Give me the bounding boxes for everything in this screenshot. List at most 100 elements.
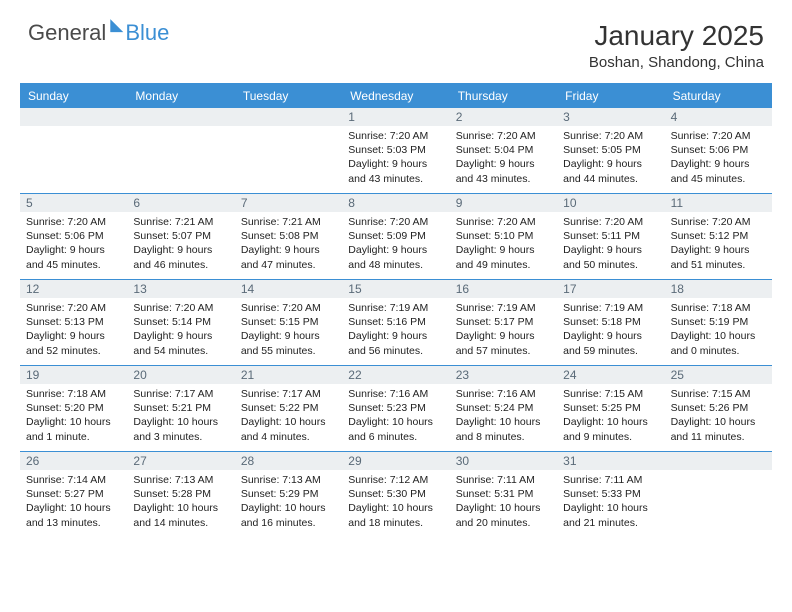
- day-cell: 14Sunrise: 7:20 AMSunset: 5:15 PMDayligh…: [235, 280, 342, 365]
- day-header: Thursday: [450, 85, 557, 107]
- day-info: Sunrise: 7:15 AMSunset: 5:26 PMDaylight:…: [665, 384, 772, 448]
- day-cell: 11Sunrise: 7:20 AMSunset: 5:12 PMDayligh…: [665, 194, 772, 279]
- day-header-row: SundayMondayTuesdayWednesdayThursdayFrid…: [20, 85, 772, 107]
- day-info: Sunrise: 7:19 AMSunset: 5:17 PMDaylight:…: [450, 298, 557, 362]
- day-cell: 26Sunrise: 7:14 AMSunset: 5:27 PMDayligh…: [20, 452, 127, 537]
- day-number: 13: [127, 280, 234, 298]
- empty-day: [235, 108, 342, 126]
- day-cell: 25Sunrise: 7:15 AMSunset: 5:26 PMDayligh…: [665, 366, 772, 451]
- day-cell: 30Sunrise: 7:11 AMSunset: 5:31 PMDayligh…: [450, 452, 557, 537]
- day-cell: 15Sunrise: 7:19 AMSunset: 5:16 PMDayligh…: [342, 280, 449, 365]
- day-number: 21: [235, 366, 342, 384]
- day-info: Sunrise: 7:20 AMSunset: 5:09 PMDaylight:…: [342, 212, 449, 276]
- day-cell: 6Sunrise: 7:21 AMSunset: 5:07 PMDaylight…: [127, 194, 234, 279]
- header: General ◣ Blue January 2025 Boshan, Shan…: [0, 0, 792, 77]
- week-row: 12Sunrise: 7:20 AMSunset: 5:13 PMDayligh…: [20, 279, 772, 365]
- day-info: Sunrise: 7:16 AMSunset: 5:23 PMDaylight:…: [342, 384, 449, 448]
- day-cell: 3Sunrise: 7:20 AMSunset: 5:05 PMDaylight…: [557, 108, 664, 193]
- logo-text-blue: Blue: [125, 20, 169, 46]
- day-cell: 28Sunrise: 7:13 AMSunset: 5:29 PMDayligh…: [235, 452, 342, 537]
- day-number: 24: [557, 366, 664, 384]
- day-number: 16: [450, 280, 557, 298]
- day-cell: 23Sunrise: 7:16 AMSunset: 5:24 PMDayligh…: [450, 366, 557, 451]
- day-cell: 19Sunrise: 7:18 AMSunset: 5:20 PMDayligh…: [20, 366, 127, 451]
- day-number: 28: [235, 452, 342, 470]
- day-cell: 16Sunrise: 7:19 AMSunset: 5:17 PMDayligh…: [450, 280, 557, 365]
- day-header: Friday: [557, 85, 664, 107]
- day-info: Sunrise: 7:20 AMSunset: 5:15 PMDaylight:…: [235, 298, 342, 362]
- day-header: Monday: [127, 85, 234, 107]
- day-number: 23: [450, 366, 557, 384]
- day-cell: [20, 108, 127, 193]
- day-number: 20: [127, 366, 234, 384]
- day-cell: 22Sunrise: 7:16 AMSunset: 5:23 PMDayligh…: [342, 366, 449, 451]
- day-cell: 12Sunrise: 7:20 AMSunset: 5:13 PMDayligh…: [20, 280, 127, 365]
- day-cell: 4Sunrise: 7:20 AMSunset: 5:06 PMDaylight…: [665, 108, 772, 193]
- day-header: Wednesday: [342, 85, 449, 107]
- logo-triangle-icon: ◣: [110, 15, 123, 35]
- day-cell: 27Sunrise: 7:13 AMSunset: 5:28 PMDayligh…: [127, 452, 234, 537]
- day-number: 6: [127, 194, 234, 212]
- day-cell: 17Sunrise: 7:19 AMSunset: 5:18 PMDayligh…: [557, 280, 664, 365]
- day-info: Sunrise: 7:17 AMSunset: 5:21 PMDaylight:…: [127, 384, 234, 448]
- week-row: 5Sunrise: 7:20 AMSunset: 5:06 PMDaylight…: [20, 193, 772, 279]
- day-number: 2: [450, 108, 557, 126]
- day-header: Saturday: [665, 85, 772, 107]
- day-info: Sunrise: 7:20 AMSunset: 5:04 PMDaylight:…: [450, 126, 557, 190]
- day-number: 11: [665, 194, 772, 212]
- day-info: Sunrise: 7:12 AMSunset: 5:30 PMDaylight:…: [342, 470, 449, 534]
- day-number: 12: [20, 280, 127, 298]
- empty-day: [665, 452, 772, 470]
- empty-day: [127, 108, 234, 126]
- day-header: Sunday: [20, 85, 127, 107]
- day-number: 17: [557, 280, 664, 298]
- day-cell: 13Sunrise: 7:20 AMSunset: 5:14 PMDayligh…: [127, 280, 234, 365]
- calendar: SundayMondayTuesdayWednesdayThursdayFrid…: [20, 83, 772, 537]
- day-info: Sunrise: 7:20 AMSunset: 5:03 PMDaylight:…: [342, 126, 449, 190]
- day-cell: [127, 108, 234, 193]
- day-number: 10: [557, 194, 664, 212]
- day-info: Sunrise: 7:19 AMSunset: 5:16 PMDaylight:…: [342, 298, 449, 362]
- logo-text-general: General: [28, 20, 106, 46]
- day-number: 19: [20, 366, 127, 384]
- calendar-body: 1Sunrise: 7:20 AMSunset: 5:03 PMDaylight…: [20, 107, 772, 537]
- day-info: Sunrise: 7:13 AMSunset: 5:29 PMDaylight:…: [235, 470, 342, 534]
- day-number: 29: [342, 452, 449, 470]
- location-text: Boshan, Shandong, China: [589, 54, 764, 71]
- day-number: 7: [235, 194, 342, 212]
- day-number: 22: [342, 366, 449, 384]
- day-cell: [665, 452, 772, 537]
- day-info: Sunrise: 7:21 AMSunset: 5:07 PMDaylight:…: [127, 212, 234, 276]
- day-cell: 29Sunrise: 7:12 AMSunset: 5:30 PMDayligh…: [342, 452, 449, 537]
- day-cell: 8Sunrise: 7:20 AMSunset: 5:09 PMDaylight…: [342, 194, 449, 279]
- day-info: Sunrise: 7:20 AMSunset: 5:12 PMDaylight:…: [665, 212, 772, 276]
- day-cell: [235, 108, 342, 193]
- day-info: Sunrise: 7:14 AMSunset: 5:27 PMDaylight:…: [20, 470, 127, 534]
- week-row: 19Sunrise: 7:18 AMSunset: 5:20 PMDayligh…: [20, 365, 772, 451]
- day-info: Sunrise: 7:20 AMSunset: 5:14 PMDaylight:…: [127, 298, 234, 362]
- day-cell: 31Sunrise: 7:11 AMSunset: 5:33 PMDayligh…: [557, 452, 664, 537]
- day-info: Sunrise: 7:20 AMSunset: 5:11 PMDaylight:…: [557, 212, 664, 276]
- empty-day: [20, 108, 127, 126]
- day-number: 15: [342, 280, 449, 298]
- day-cell: 18Sunrise: 7:18 AMSunset: 5:19 PMDayligh…: [665, 280, 772, 365]
- day-info: Sunrise: 7:18 AMSunset: 5:19 PMDaylight:…: [665, 298, 772, 362]
- day-info: Sunrise: 7:13 AMSunset: 5:28 PMDaylight:…: [127, 470, 234, 534]
- day-number: 8: [342, 194, 449, 212]
- day-cell: 24Sunrise: 7:15 AMSunset: 5:25 PMDayligh…: [557, 366, 664, 451]
- day-cell: 20Sunrise: 7:17 AMSunset: 5:21 PMDayligh…: [127, 366, 234, 451]
- week-row: 26Sunrise: 7:14 AMSunset: 5:27 PMDayligh…: [20, 451, 772, 537]
- day-number: 25: [665, 366, 772, 384]
- day-info: Sunrise: 7:18 AMSunset: 5:20 PMDaylight:…: [20, 384, 127, 448]
- day-number: 27: [127, 452, 234, 470]
- day-number: 5: [20, 194, 127, 212]
- day-number: 26: [20, 452, 127, 470]
- day-header: Tuesday: [235, 85, 342, 107]
- day-info: Sunrise: 7:21 AMSunset: 5:08 PMDaylight:…: [235, 212, 342, 276]
- day-cell: 10Sunrise: 7:20 AMSunset: 5:11 PMDayligh…: [557, 194, 664, 279]
- day-info: Sunrise: 7:17 AMSunset: 5:22 PMDaylight:…: [235, 384, 342, 448]
- day-number: 14: [235, 280, 342, 298]
- day-info: Sunrise: 7:20 AMSunset: 5:13 PMDaylight:…: [20, 298, 127, 362]
- day-info: Sunrise: 7:11 AMSunset: 5:31 PMDaylight:…: [450, 470, 557, 534]
- day-number: 4: [665, 108, 772, 126]
